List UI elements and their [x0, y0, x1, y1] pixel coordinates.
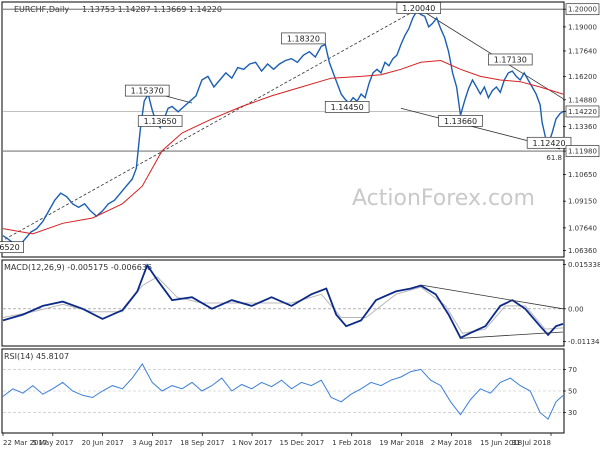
annotation-label: 1.12420: [533, 139, 566, 148]
rsi-panel: RSI(14) 45.8107 70 50 30: [1, 348, 577, 434]
price-annotations: 1.20040 1.18320 1.17130 1.15370 1.13650 1.144…: [0, 2, 572, 254]
annotation-box: [396, 2, 442, 14]
y-tick-label: 1.06360: [568, 247, 597, 255]
date-tick-label: 18 Sep 2017: [180, 439, 224, 447]
rsi-line: [2, 363, 564, 420]
date-tick-label: 5 May 2017: [32, 439, 73, 447]
rsi-title: RSI(14) 45.8107: [4, 352, 69, 361]
date-tick-label: 19 Mar 2018: [379, 439, 423, 447]
macd-trendline: [460, 331, 564, 339]
macd-lines: [2, 263, 564, 339]
y-tick-label: 1.16200: [568, 73, 597, 81]
rsi-y-axis: 70 50 30: [563, 366, 577, 417]
date-tick-label: 15 Jun 2018: [480, 439, 522, 447]
rsi-y-tick-label: 30: [568, 409, 577, 417]
annotation-label: 1.17130: [494, 55, 527, 64]
y-tick-label: 1.09150: [568, 198, 597, 206]
macd-title: MACD(12,26,9) -0.005175 -0.006636: [4, 263, 152, 272]
annotation-box: [488, 53, 533, 66]
y-tick-label: 1.11980: [568, 148, 597, 156]
date-tick-label: 1 Nov 2017: [232, 439, 272, 447]
annotation-box: [137, 115, 183, 127]
rsi-lines: [2, 363, 564, 420]
annotation-label: 1.14450: [331, 103, 364, 112]
y-tick-label: 1.13360: [568, 123, 597, 131]
price-panel-frame: [1, 1, 565, 258]
date-tick-label: 3 Aug 2017: [132, 439, 172, 447]
rsi-y-tick-label: 70: [568, 366, 577, 374]
macd-y-axis: 0.015338 0.00 -0.011344: [563, 261, 600, 346]
date-tick-label: 2 May 2018: [431, 439, 472, 447]
trendline: [4, 8, 419, 240]
y-tick-label: 1.10650: [568, 171, 597, 179]
y-tick-label: 1.19000: [568, 23, 597, 31]
date-tick-label: 15 Dec 2017: [280, 439, 325, 447]
date-tick-label: 22 Mar 2017: [3, 439, 47, 447]
macd-trendline: [420, 284, 564, 310]
price-grid: [3, 8, 563, 152]
y-tick-label: 1.07640: [568, 224, 597, 232]
trendline: [418, 8, 564, 99]
macd-panel: MACD(12,26,9) -0.005175 -0.006636 0.0153…: [1, 259, 600, 347]
macd-y-tick-label: 0.00: [568, 305, 584, 313]
price-panel: EURCHF,Daily 1.13753 1.14287 1.13669 1.1…: [0, 1, 600, 258]
macd-y-tick-label: 0.015338: [568, 261, 600, 269]
fib-label: 61.8: [546, 154, 562, 162]
date-tick-label: 20 Jun 2017: [82, 439, 124, 447]
macd-y-tick-label: -0.011344: [568, 338, 600, 346]
price-y-axis: 1.06360 1.07640 1.09150 1.10650 1.11980 1.133…: [563, 3, 600, 255]
annotation-label: 1.15370: [131, 87, 164, 96]
annotation-box: [526, 136, 572, 149]
date-tick-label: 1 Feb 2018: [332, 439, 371, 447]
date-tick-label: 31 Jul 2018: [511, 439, 551, 447]
price-series-line: [2, 9, 564, 248]
annotation-box: [0, 241, 24, 254]
y-tick-label: 1.14880: [568, 96, 597, 104]
y-tick-label: 1.17640: [568, 47, 597, 55]
annotation-label: 1.20040: [402, 4, 435, 13]
annotation-label: 1.18320: [287, 34, 320, 43]
annotation-box: [281, 32, 326, 45]
annotation-box: [438, 115, 483, 127]
moving-average-line: [2, 59, 564, 235]
y-tick-label: 1.20000: [568, 6, 597, 14]
annotation-label: 1.13650: [144, 117, 177, 126]
annotation-label: 1.13660: [444, 117, 477, 126]
macd-line: [2, 263, 564, 339]
annotation-box: [124, 84, 170, 97]
watermark: ActionForex.com: [352, 186, 535, 211]
annotation-box: [324, 101, 370, 113]
rsi-y-tick-label: 50: [568, 388, 577, 396]
y-tick-label: 1.14220: [568, 108, 597, 116]
